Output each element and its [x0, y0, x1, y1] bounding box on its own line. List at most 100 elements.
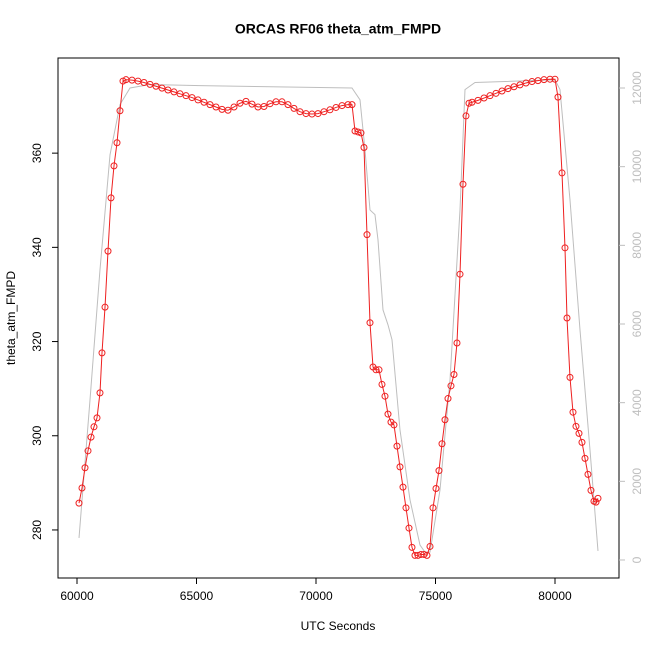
point: [551, 75, 559, 83]
y-tick-label: 340: [30, 237, 44, 257]
point: [594, 494, 602, 502]
point: [465, 99, 473, 107]
point: [104, 247, 112, 255]
point: [158, 84, 166, 92]
point: [584, 470, 592, 478]
point: [423, 551, 431, 559]
y2-tick-label: 4000: [630, 389, 644, 416]
point: [572, 422, 580, 430]
point: [554, 93, 562, 101]
point: [561, 244, 569, 252]
point: [290, 104, 298, 112]
point: [432, 485, 440, 493]
point: [113, 139, 121, 147]
point: [248, 100, 256, 108]
plot-frame: [57, 57, 620, 579]
y-tick-label: 300: [30, 425, 44, 445]
point: [351, 127, 359, 135]
point: [296, 108, 304, 116]
point: [363, 231, 371, 239]
point: [546, 75, 554, 83]
point: [504, 85, 512, 93]
point: [176, 90, 184, 98]
point: [326, 106, 334, 114]
point: [266, 100, 274, 108]
y2-tick-label: 12000: [630, 71, 644, 105]
y2-tick-label: 2000: [630, 468, 644, 495]
point: [200, 98, 208, 106]
point: [116, 107, 124, 115]
point: [110, 162, 118, 170]
point: [480, 94, 488, 102]
y2-tick-label: 6000: [630, 310, 644, 337]
point: [212, 103, 220, 111]
point: [284, 101, 292, 109]
point: [98, 349, 106, 357]
x-tick-label: 60000: [60, 589, 94, 603]
y-tick-label: 320: [30, 331, 44, 351]
point: [462, 112, 470, 120]
point: [372, 366, 380, 374]
point: [101, 303, 109, 311]
chart-title: ORCAS RF06 theta_atm_FMPD: [235, 21, 441, 37]
x-axis-label: UTC Seconds: [301, 619, 376, 633]
point: [278, 98, 286, 106]
point: [474, 96, 482, 104]
y2-tick-label: 0: [630, 556, 644, 563]
point: [575, 429, 583, 437]
point: [456, 270, 464, 278]
point: [492, 89, 500, 97]
point: [93, 414, 101, 422]
point: [357, 129, 365, 137]
point: [164, 86, 172, 94]
point: [426, 542, 434, 550]
point: [441, 416, 449, 424]
point: [206, 101, 214, 109]
point: [75, 499, 83, 507]
point: [107, 194, 115, 202]
point: [84, 447, 92, 455]
point: [569, 408, 577, 416]
point: [420, 550, 428, 558]
point: [360, 143, 368, 151]
point: [260, 103, 268, 111]
point: [450, 371, 458, 379]
point: [381, 392, 389, 400]
point: [399, 483, 407, 491]
y-tick-label: 280: [30, 520, 44, 540]
point: [348, 101, 356, 109]
point: [140, 78, 148, 86]
x-tick-label: 70000: [299, 589, 333, 603]
point: [592, 498, 600, 506]
y-tick-label: 360: [30, 143, 44, 163]
point: [236, 99, 244, 107]
point: [393, 442, 401, 450]
point: [390, 421, 398, 429]
point: [444, 395, 452, 403]
point: [384, 410, 392, 418]
point: [468, 98, 476, 106]
point: [81, 464, 89, 472]
point: [396, 463, 404, 471]
point: [566, 373, 574, 381]
point: [146, 80, 154, 88]
x-tick-label: 75000: [419, 589, 453, 603]
point: [498, 87, 506, 95]
point: [429, 504, 437, 512]
point: [90, 423, 98, 431]
point: [375, 366, 383, 374]
point: [182, 92, 190, 100]
point: [402, 504, 410, 512]
point: [314, 110, 322, 118]
point: [170, 88, 178, 96]
point: [354, 128, 362, 136]
point: [408, 543, 416, 551]
point: [378, 380, 386, 388]
point: [344, 101, 352, 109]
point: [453, 339, 461, 347]
point: [96, 389, 104, 397]
point: [224, 106, 232, 114]
point: [578, 438, 586, 446]
